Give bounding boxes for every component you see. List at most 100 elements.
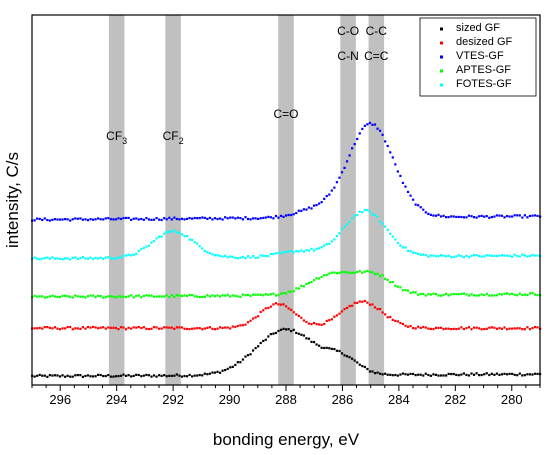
data-point xyxy=(259,293,262,296)
data-point xyxy=(229,295,232,298)
data-point xyxy=(94,256,97,260)
data-point xyxy=(267,215,270,218)
data-point xyxy=(196,327,199,330)
data-point xyxy=(495,214,499,217)
data-point xyxy=(505,328,509,331)
data-point xyxy=(170,294,173,297)
data-point xyxy=(318,344,321,347)
data-point xyxy=(69,375,72,378)
data-point xyxy=(33,375,36,378)
data-point xyxy=(414,251,417,255)
data-point xyxy=(503,372,506,375)
data-point xyxy=(462,372,465,375)
data-point xyxy=(211,218,214,221)
data-point xyxy=(495,255,499,258)
data-point xyxy=(518,214,521,217)
data-point xyxy=(351,357,354,360)
data-point xyxy=(191,217,194,220)
data-point xyxy=(307,249,311,252)
data-point xyxy=(445,292,448,295)
data-point xyxy=(394,238,397,241)
data-point xyxy=(373,123,377,126)
data-point xyxy=(114,326,118,330)
data-point xyxy=(437,255,440,258)
data-point xyxy=(91,218,95,221)
data-point xyxy=(79,295,82,298)
data-point xyxy=(170,374,173,377)
data-point xyxy=(191,238,194,242)
data-point xyxy=(412,291,415,294)
data-point xyxy=(201,216,204,219)
data-point xyxy=(46,326,49,329)
data-point xyxy=(109,257,112,260)
data-point xyxy=(226,367,229,370)
data-point xyxy=(500,214,504,217)
data-point xyxy=(470,328,473,331)
data-point xyxy=(196,242,199,245)
data-point xyxy=(455,293,458,296)
data-point xyxy=(142,218,145,221)
data-point xyxy=(158,374,161,377)
data-point xyxy=(513,327,516,330)
data-point xyxy=(338,349,341,353)
data-point xyxy=(201,328,204,331)
data-point xyxy=(290,249,293,253)
data-point xyxy=(516,294,519,297)
data-point xyxy=(488,216,491,219)
data-point xyxy=(150,241,153,244)
data-point xyxy=(155,216,158,220)
data-point xyxy=(94,218,97,221)
data-point xyxy=(533,372,537,375)
data-point xyxy=(445,216,448,219)
data-point xyxy=(333,315,336,318)
data-point xyxy=(168,230,171,233)
data-point xyxy=(124,328,128,331)
data-point xyxy=(361,127,364,131)
data-point xyxy=(124,254,128,257)
data-point xyxy=(185,294,189,298)
data-point xyxy=(478,294,481,297)
data-point xyxy=(221,218,224,221)
data-point xyxy=(183,294,186,297)
data-point xyxy=(218,295,222,298)
data-point xyxy=(206,294,209,297)
data-point xyxy=(64,217,67,221)
band-1 xyxy=(165,15,181,385)
data-point xyxy=(414,374,417,377)
data-point xyxy=(462,292,465,295)
data-point xyxy=(419,373,422,376)
data-point xyxy=(480,214,483,217)
data-point xyxy=(213,254,217,257)
data-point xyxy=(79,327,82,331)
data-point xyxy=(450,256,453,259)
data-point xyxy=(518,292,521,295)
data-point xyxy=(475,294,478,297)
data-point xyxy=(173,374,176,377)
data-point xyxy=(158,218,161,221)
data-point xyxy=(412,198,415,201)
data-point xyxy=(437,213,440,216)
data-point xyxy=(373,372,377,375)
data-point xyxy=(201,247,204,250)
data-point xyxy=(102,296,105,299)
data-point xyxy=(99,294,102,298)
data-point xyxy=(445,374,448,377)
data-point xyxy=(343,270,346,274)
data-point xyxy=(91,294,95,297)
data-point xyxy=(196,295,199,298)
data-point xyxy=(404,246,407,249)
data-point xyxy=(127,326,130,329)
data-point xyxy=(130,327,133,330)
data-point xyxy=(173,229,176,232)
data-point xyxy=(450,328,453,331)
data-point xyxy=(457,254,460,257)
data-point xyxy=(109,218,112,221)
x-tick-label: 288 xyxy=(275,392,297,407)
data-point xyxy=(84,257,87,260)
data-point xyxy=(351,217,354,220)
data-point xyxy=(152,295,156,298)
data-point xyxy=(312,279,316,282)
data-point xyxy=(236,295,239,298)
data-point xyxy=(518,255,521,258)
